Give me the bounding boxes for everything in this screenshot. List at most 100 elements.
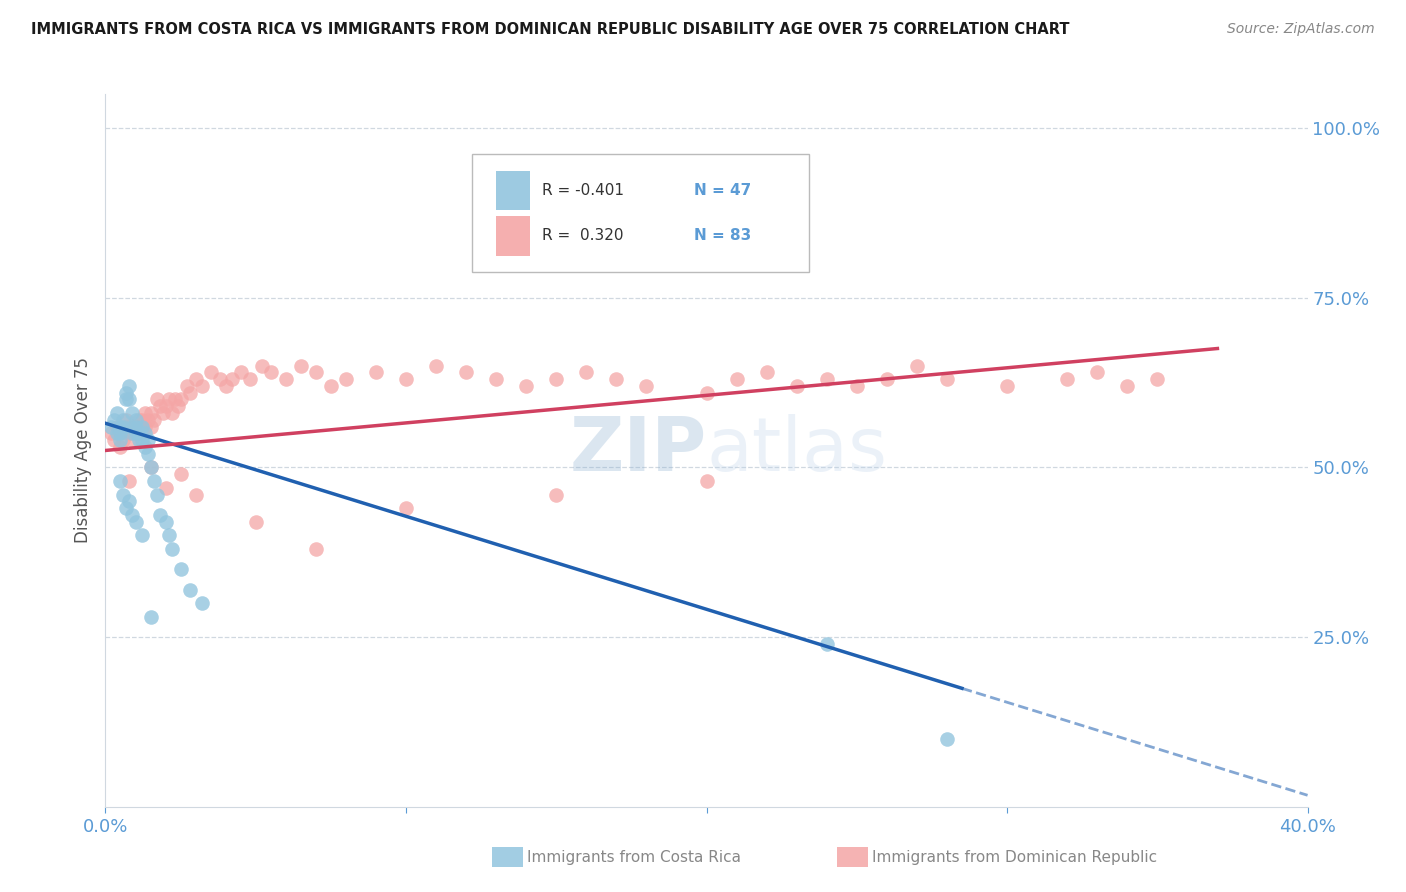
Point [1116, 379, 1139, 393]
Point [214, 379, 236, 393]
Point [845, 379, 868, 393]
Point [169, 467, 191, 482]
Point [131, 426, 153, 441]
Point [128, 426, 150, 441]
Point [136, 434, 159, 448]
Point [395, 501, 418, 516]
Text: R = -0.401: R = -0.401 [541, 183, 624, 198]
Point [250, 359, 273, 373]
Point [169, 392, 191, 407]
Point [142, 413, 165, 427]
Point [815, 372, 838, 386]
Point [605, 372, 627, 386]
Text: Immigrants from Dominican Republic: Immigrants from Dominican Republic [872, 850, 1157, 864]
Point [128, 434, 150, 448]
Point [139, 419, 162, 434]
Point [274, 372, 297, 386]
Point [1085, 365, 1108, 379]
Bar [496, 170, 530, 210]
Point [121, 419, 143, 434]
Point [245, 515, 267, 529]
Point [184, 372, 207, 386]
Point [131, 413, 153, 427]
Point [425, 359, 447, 373]
Point [305, 365, 328, 379]
Point [157, 392, 180, 407]
Point [936, 372, 959, 386]
Point [134, 419, 156, 434]
Point [110, 474, 132, 488]
Point [121, 426, 143, 441]
Text: Immigrants from Costa Rica: Immigrants from Costa Rica [527, 850, 741, 864]
Point [335, 372, 357, 386]
Point [395, 372, 418, 386]
Point [136, 413, 159, 427]
Point [139, 460, 162, 475]
Point [118, 379, 141, 393]
Point [200, 365, 222, 379]
Point [110, 440, 132, 454]
Point [364, 365, 387, 379]
Point [485, 372, 508, 386]
Point [118, 426, 141, 441]
Point [636, 379, 658, 393]
Point [575, 365, 598, 379]
Point [115, 385, 138, 400]
Text: ZIP: ZIP [569, 414, 707, 487]
Point [121, 406, 143, 420]
Point [115, 419, 138, 434]
Point [166, 399, 188, 413]
FancyBboxPatch shape [472, 154, 808, 272]
Point [124, 515, 146, 529]
Point [115, 413, 138, 427]
Point [995, 379, 1018, 393]
Point [112, 413, 135, 427]
Point [115, 392, 138, 407]
Point [184, 488, 207, 502]
Point [1146, 372, 1168, 386]
Point [239, 372, 262, 386]
Point [319, 379, 342, 393]
Point [546, 372, 568, 386]
Point [124, 419, 146, 434]
Point [103, 434, 125, 448]
Point [131, 419, 153, 434]
Point [139, 406, 162, 420]
Point [179, 582, 201, 597]
Point [112, 488, 135, 502]
Point [176, 379, 198, 393]
Point [103, 413, 125, 427]
Point [134, 406, 156, 420]
Point [110, 434, 132, 448]
Text: N = 83: N = 83 [695, 228, 752, 244]
Point [152, 406, 174, 420]
Point [124, 426, 146, 441]
Point [155, 399, 177, 413]
Point [145, 392, 167, 407]
Point [160, 406, 183, 420]
Text: IMMIGRANTS FROM COSTA RICA VS IMMIGRANTS FROM DOMINICAN REPUBLIC DISABILITY AGE : IMMIGRANTS FROM COSTA RICA VS IMMIGRANTS… [31, 22, 1070, 37]
Point [124, 419, 146, 434]
Point [696, 385, 718, 400]
Point [155, 515, 177, 529]
Point [163, 392, 186, 407]
Point [190, 379, 212, 393]
Point [134, 426, 156, 441]
Point [118, 474, 141, 488]
Point [107, 419, 129, 434]
Point [229, 365, 252, 379]
Bar [496, 217, 530, 256]
Point [221, 372, 243, 386]
Point [155, 481, 177, 495]
Point [260, 365, 283, 379]
Point [121, 508, 143, 522]
Point [815, 637, 838, 651]
Point [936, 732, 959, 747]
Point [905, 359, 928, 373]
Point [1056, 372, 1078, 386]
Point [546, 488, 568, 502]
Point [755, 365, 778, 379]
Point [115, 501, 138, 516]
Point [136, 447, 159, 461]
Point [290, 359, 312, 373]
